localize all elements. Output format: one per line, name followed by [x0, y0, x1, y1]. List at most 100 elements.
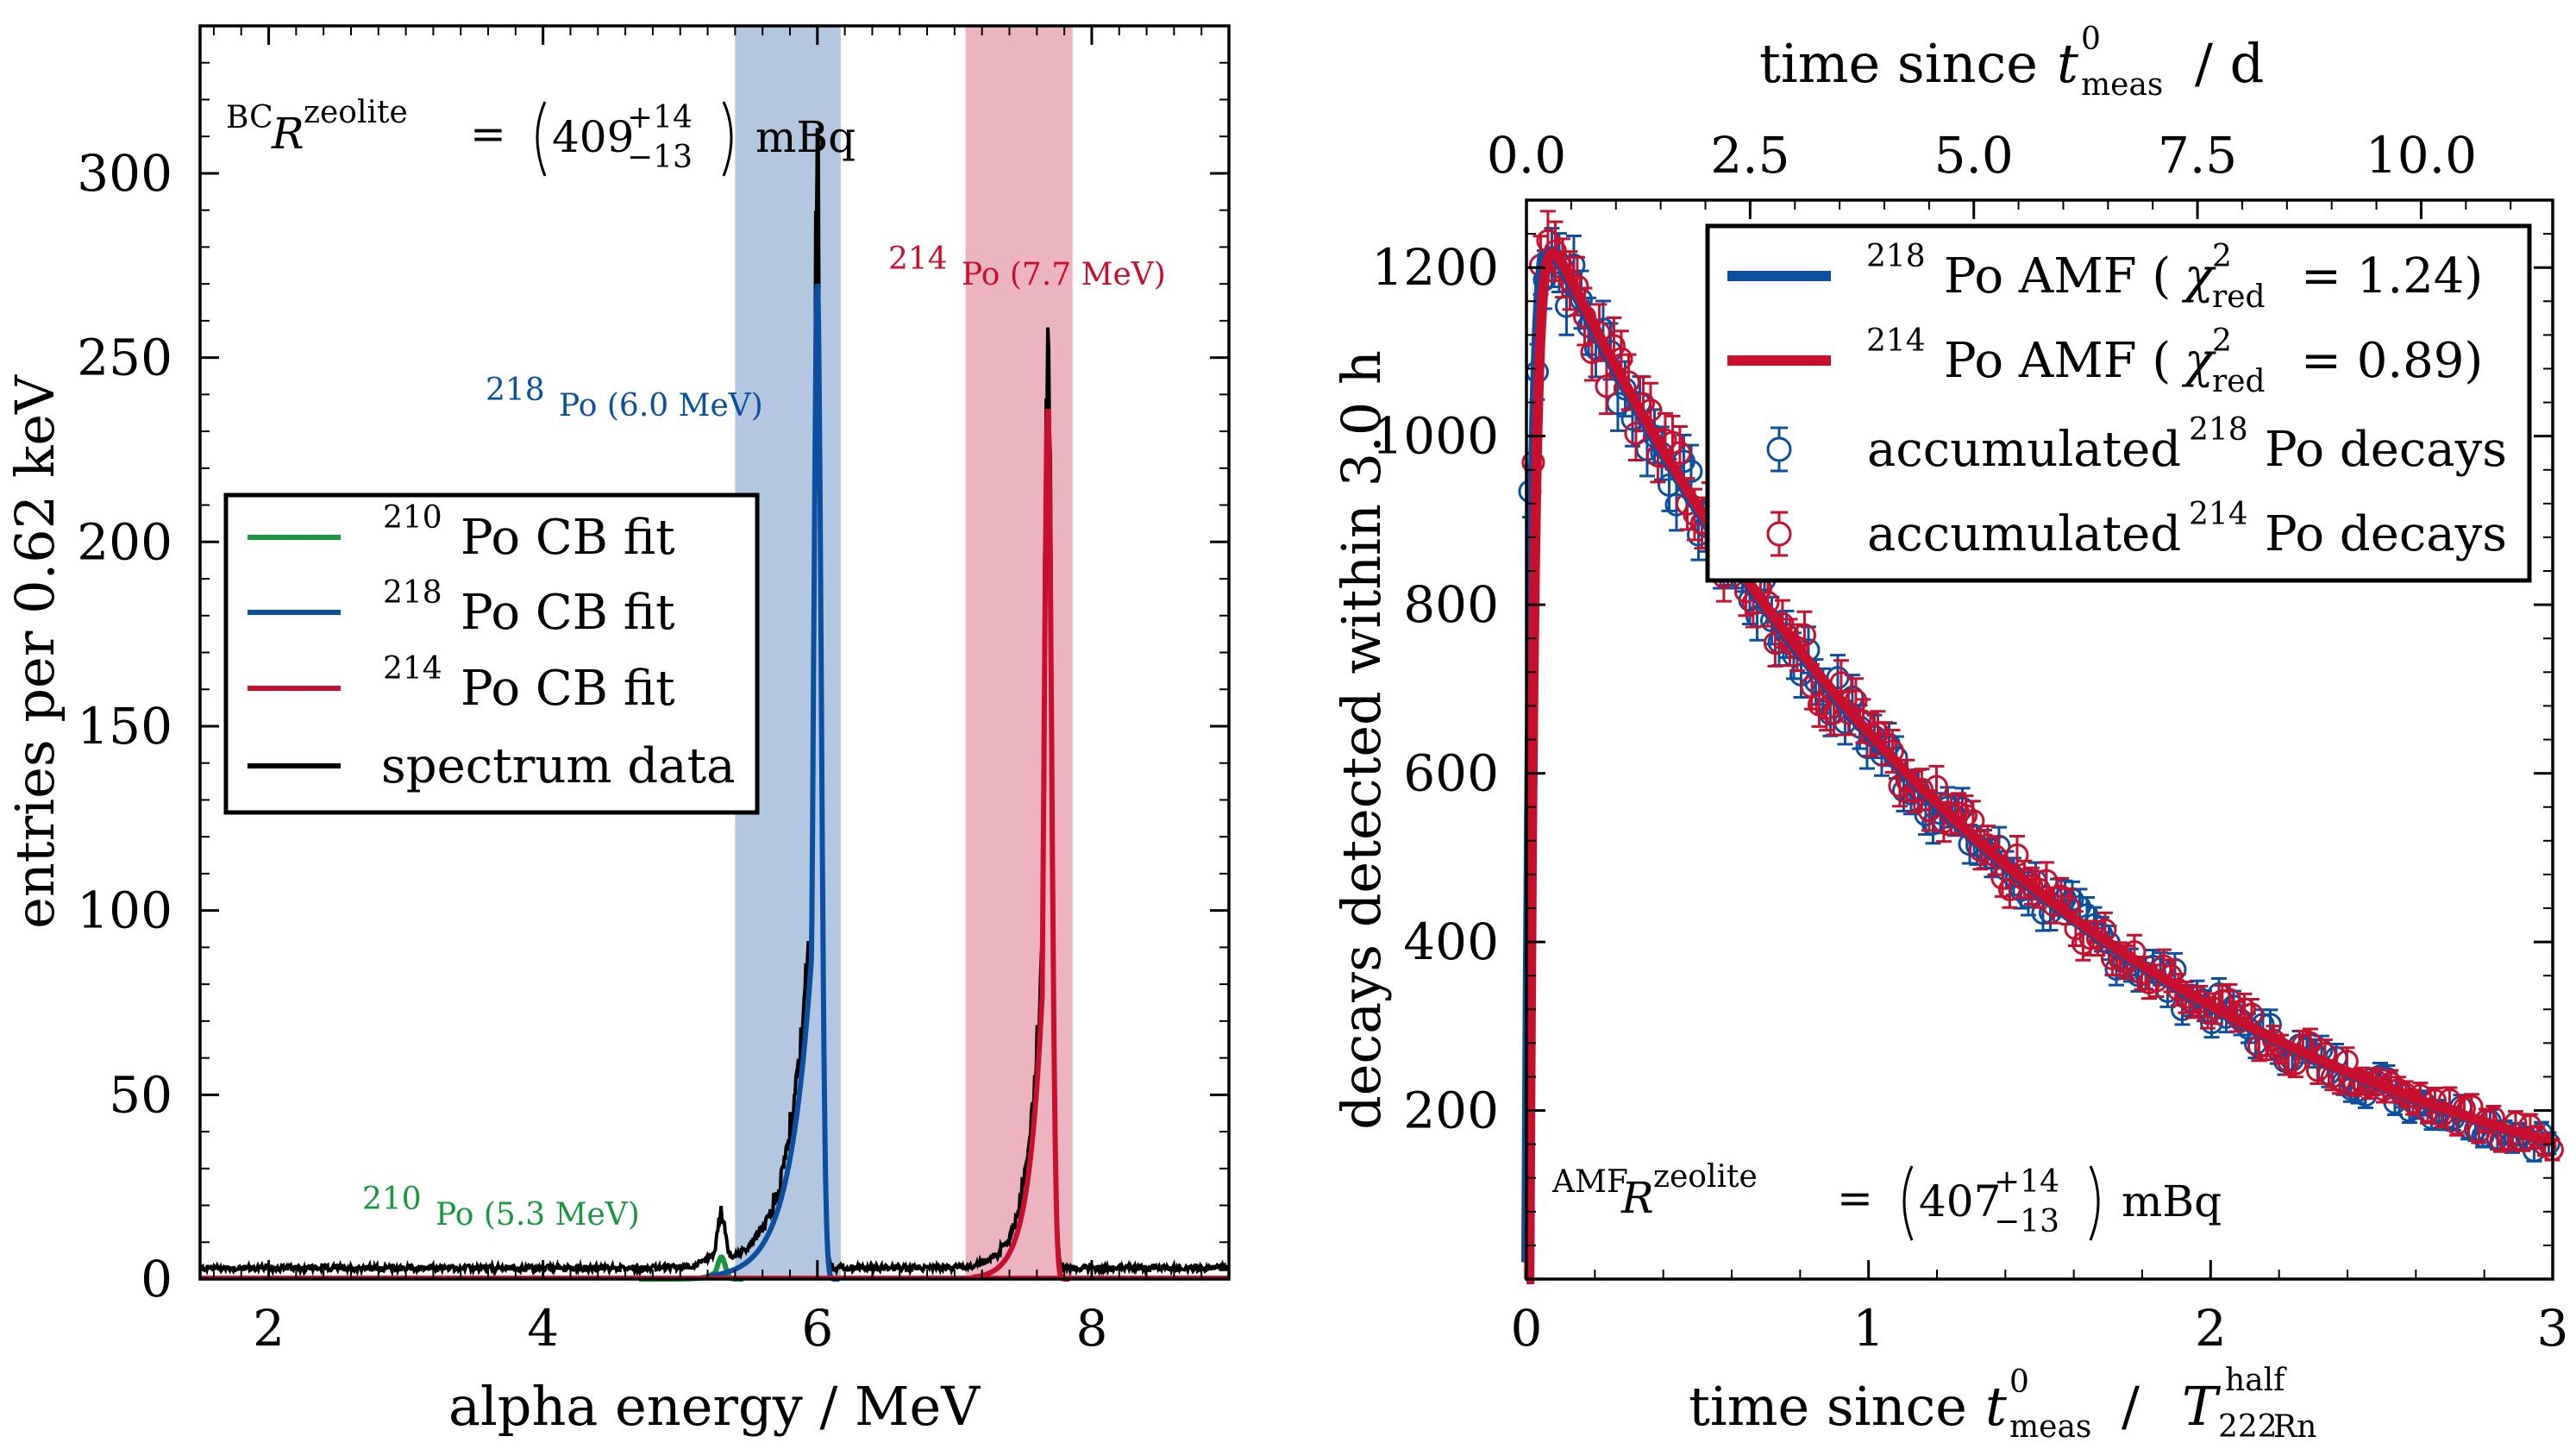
left-xlabel: alpha energy / MeV: [448, 1375, 981, 1438]
svg-text:red: red: [2212, 279, 2266, 315]
po214-amf-curve: [1524, 247, 2553, 1284]
right-top-xtick-label: 0.0: [1487, 126, 1566, 185]
data-point: [2005, 843, 2029, 867]
fit-curve-po-218: [707, 283, 840, 1282]
svg-text:218: 218: [2189, 412, 2248, 448]
svg-text:χ: χ: [2181, 333, 2216, 389]
po218-annotation: 218 Po (6.0 MeV): [486, 373, 763, 423]
po210-annotation: 210 Po (5.3 MeV): [362, 1182, 640, 1233]
svg-text:Rn: Rn: [2273, 1409, 2316, 1445]
svg-text:=: =: [470, 109, 506, 159]
svg-text:−13: −13: [1994, 1204, 2059, 1239]
svg-text:Po (7.7 MeV): Po (7.7 MeV): [962, 257, 1166, 292]
right-formula: AMF R zeolite = 407 +14 −13 mBq: [1551, 1159, 2222, 1241]
left-ytick-label: 250: [77, 329, 172, 387]
left-ytick-label: 200: [77, 512, 172, 571]
svg-text:218: 218: [383, 575, 442, 611]
left-ytick-label: 300: [77, 144, 172, 203]
right-legend-item-po218-data: accumulated 218 Po decays: [1766, 412, 2507, 478]
left-ytick-label: 150: [77, 697, 172, 756]
svg-text:R: R: [1620, 1173, 1654, 1223]
left-ytick-label: 50: [109, 1065, 172, 1124]
svg-text:Po AMF (: Po AMF (: [1944, 248, 2171, 304]
svg-text:+14: +14: [627, 100, 693, 135]
fit-curve-po-214: [972, 409, 1070, 1282]
right-xtick-label: 2: [2195, 1299, 2227, 1358]
left-xtick-label: 8: [1075, 1299, 1107, 1358]
left-legend-item-po218: 218 Po CB fit: [248, 575, 675, 641]
right-xtick-label: 0: [1511, 1299, 1543, 1358]
svg-text:zeolite: zeolite: [1653, 1159, 1758, 1195]
svg-text:Po (6.0 MeV): Po (6.0 MeV): [559, 388, 763, 423]
right-legend-box: [1705, 223, 2532, 583]
right-top-xtick-label: 5.0: [1934, 126, 2014, 185]
svg-text:214: 214: [1866, 323, 1926, 359]
svg-text:time since: time since: [1759, 32, 2038, 95]
svg-text:210: 210: [362, 1182, 422, 1217]
left-xtick-label: 4: [527, 1299, 559, 1358]
svg-text:222: 222: [2218, 1409, 2278, 1445]
right-tick-labels: 0 1 2 3 0.0 2.5 5.0 7.5 10.0 200 400 600 800 1000 1200: [1371, 126, 2568, 1358]
left-ylabel: entries per 0.62 keV: [3, 374, 66, 929]
data-point: [2034, 869, 2059, 893]
left-axes-frame: [198, 24, 1231, 1281]
svg-text:mBq: mBq: [2122, 1176, 2222, 1226]
svg-text:218: 218: [1866, 239, 1926, 274]
svg-text:red: red: [2212, 364, 2266, 399]
left-legend: 210 Po CB fit 218 Po CB fit 214 Po CB fi…: [223, 492, 760, 815]
svg-text:409: 409: [552, 112, 634, 162]
svg-text:Po AMF (: Po AMF (: [1944, 333, 2171, 389]
svg-text:210: 210: [383, 500, 442, 536]
left-formula: BC R zeolite = 409 +14 −13 mBq: [226, 95, 856, 177]
left-legend-box: [223, 492, 760, 815]
svg-text:214: 214: [888, 242, 948, 277]
svg-text:half: half: [2225, 1363, 2287, 1398]
svg-text:accumulated: accumulated: [1867, 422, 2181, 478]
data-point: [1909, 777, 1934, 801]
svg-text:Po CB fit: Po CB fit: [461, 510, 675, 566]
svg-text:2: 2: [2212, 323, 2232, 359]
svg-text:+14: +14: [1994, 1164, 2059, 1200]
svg-text:=: =: [1837, 1173, 1873, 1223]
left-legend-item-po214: 214 Po CB fit: [248, 651, 675, 717]
left-ticks: [200, 25, 1229, 1281]
svg-text:0: 0: [2009, 1364, 2029, 1400]
left-bands: [735, 26, 1073, 1279]
svg-text:407: 407: [1919, 1176, 2001, 1226]
svg-text:R: R: [271, 109, 304, 159]
svg-text:time since: time since: [1689, 1375, 1967, 1438]
left-ytick-label: 100: [77, 881, 172, 940]
left-panel: 2 4 6 8 0 50 100 150 200 250 300 alpha energy / Me…: [3, 24, 1231, 1438]
right-ytick-label: 1000: [1371, 407, 1499, 466]
right-top-xtick-label: 2.5: [1710, 126, 1789, 185]
svg-text:Po decays: Po decays: [2265, 422, 2507, 478]
svg-text:214: 214: [383, 651, 442, 687]
left-xtick-label: 6: [801, 1299, 833, 1358]
svg-text:Po decays: Po decays: [2265, 506, 2507, 562]
svg-text:mBq: mBq: [755, 112, 856, 162]
svg-text:t: t: [2057, 32, 2078, 95]
right-legend: 218 Po AMF ( χ 2 red = 1.24) 214 Po AMF …: [1705, 223, 2532, 583]
svg-text:χ: χ: [2181, 248, 2216, 304]
svg-text:−13: −13: [627, 140, 693, 175]
left-tick-labels: 2 4 6 8 0 50 100 150 200 250 300: [77, 144, 1107, 1358]
right-legend-item-po214-data: accumulated 214 Po decays: [1766, 497, 2507, 562]
svg-text:BC: BC: [226, 100, 273, 135]
right-top-xtick-label: 10.0: [2366, 126, 2477, 185]
right-ytick-label: 800: [1403, 575, 1499, 634]
svg-text:2: 2: [2212, 239, 2232, 274]
po214-annotation: 214 Po (7.7 MeV): [888, 242, 1166, 292]
svg-text:AMF: AMF: [1551, 1164, 1628, 1200]
svg-text:spectrum data: spectrum data: [381, 738, 735, 794]
left-ytick-label: 0: [141, 1250, 172, 1308]
svg-text:/ d: / d: [2195, 32, 2264, 95]
svg-text:Po (5.3 MeV): Po (5.3 MeV): [436, 1197, 640, 1233]
right-xtick-label: 3: [2537, 1299, 2569, 1358]
svg-text:accumulated: accumulated: [1867, 506, 2181, 562]
svg-text:Po CB fit: Po CB fit: [461, 585, 675, 641]
svg-text:meas: meas: [2081, 67, 2163, 103]
svg-text:t: t: [1985, 1375, 2007, 1438]
right-axes-frame: [1525, 198, 2554, 1281]
left-xtick-label: 2: [253, 1299, 285, 1358]
